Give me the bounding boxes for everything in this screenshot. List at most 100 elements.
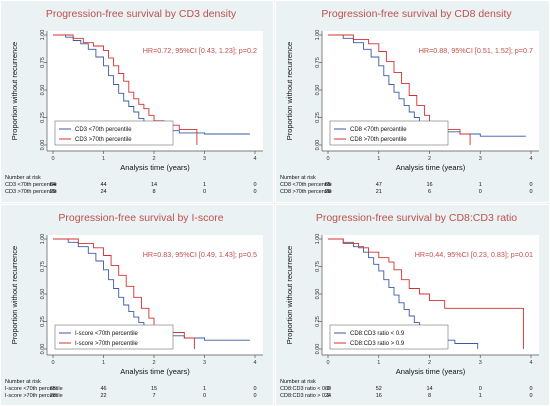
risk-count: 6 bbox=[428, 189, 431, 195]
risk-count: 7 bbox=[152, 393, 155, 399]
hazard-ratio-annotation: HR=0.83, 95%CI [0.49, 1.43]; p=0.5 bbox=[143, 250, 257, 259]
risk-count: 64 bbox=[50, 182, 56, 188]
km-panel-iscore: Progression-free survival by I-score 0.00… bbox=[0, 204, 274, 406]
risk-count: 15 bbox=[151, 386, 157, 392]
x-tick-label: 4 bbox=[253, 156, 256, 162]
x-tick-label: 2 bbox=[428, 360, 431, 366]
risk-count: 29 bbox=[50, 189, 56, 195]
risk-count: 22 bbox=[100, 393, 106, 399]
x-tick-label: 4 bbox=[529, 360, 532, 366]
risk-row-label: CD8 <70th percentile bbox=[280, 182, 332, 188]
risk-table-header: Number at risk bbox=[5, 175, 41, 181]
y-tick-label: 1.00 bbox=[40, 234, 46, 245]
km-panel-ratio: Progression-free survival by CD8:CD3 rat… bbox=[275, 204, 550, 406]
y-tick-label: 0.00 bbox=[40, 344, 46, 355]
y-tick-label: 0.25 bbox=[315, 316, 321, 327]
km-chart-iscore: Progression-free survival by I-score 0.00… bbox=[1, 205, 273, 405]
legend-box bbox=[54, 120, 174, 146]
risk-count: 14 bbox=[426, 386, 432, 392]
y-tick-label: 0.75 bbox=[315, 57, 321, 68]
y-tick-label: 0.25 bbox=[40, 316, 46, 327]
risk-count: 24 bbox=[100, 189, 106, 195]
x-tick-label: 3 bbox=[479, 360, 482, 366]
risk-count: 1 bbox=[203, 386, 206, 392]
y-tick-label: 1.00 bbox=[315, 30, 321, 41]
hazard-ratio-annotation: HR=0.72, 95%CI [0.43, 1.23]; p=0.2 bbox=[143, 46, 257, 55]
legend-label: I-score <70th percentile bbox=[75, 331, 139, 337]
risk-count: 0 bbox=[479, 189, 482, 195]
y-tick-label: 0.75 bbox=[40, 57, 46, 68]
panel-divider-horizontal bbox=[0, 203, 550, 204]
risk-count: 1 bbox=[479, 393, 482, 399]
risk-count: 21 bbox=[376, 189, 382, 195]
y-tick-label: 0.50 bbox=[40, 289, 46, 300]
risk-count: 1 bbox=[479, 182, 482, 188]
risk-row-label: I-score <70th percentile bbox=[5, 386, 63, 392]
risk-count: 52 bbox=[376, 386, 382, 392]
risk-count: 44 bbox=[100, 182, 106, 188]
x-axis-label: Analysis time (years) bbox=[396, 163, 466, 172]
legend-label: CD8 >70th percentile bbox=[350, 137, 407, 143]
y-axis-label: Proportion without recurrence bbox=[285, 42, 294, 140]
risk-table-header: Number at risk bbox=[280, 175, 316, 181]
risk-row-label: I-score >70th percentile bbox=[5, 393, 63, 399]
x-tick-label: 2 bbox=[152, 156, 155, 162]
risk-count: 28 bbox=[325, 189, 331, 195]
risk-count: 0 bbox=[253, 189, 256, 195]
risk-count: 0 bbox=[529, 189, 532, 195]
legend-label: CD8:CD3 ratio < 0.9 bbox=[350, 331, 405, 337]
x-tick-label: 0 bbox=[326, 360, 329, 366]
x-tick-label: 1 bbox=[102, 360, 105, 366]
risk-count: 0 bbox=[253, 393, 256, 399]
y-tick-label: 0.50 bbox=[315, 289, 321, 300]
y-tick-label: 1.00 bbox=[40, 30, 46, 41]
legend-box bbox=[329, 324, 449, 350]
y-axis-label: Proportion without recurrence bbox=[285, 246, 294, 344]
hazard-ratio-annotation: HR=0.88, 95%CI [0.51, 1.52]; p=0.7 bbox=[419, 46, 533, 55]
x-tick-label: 1 bbox=[377, 360, 380, 366]
y-axis-label: Proportion without recurrence bbox=[10, 42, 19, 140]
risk-count: 0 bbox=[253, 182, 256, 188]
y-tick-label: 0.00 bbox=[315, 140, 321, 151]
y-tick-label: 0.00 bbox=[40, 140, 46, 151]
risk-count: 0 bbox=[203, 393, 206, 399]
chart-title: Progression-free survival by CD3 density bbox=[46, 8, 237, 20]
x-tick-label: 2 bbox=[152, 360, 155, 366]
risk-count: 0 bbox=[529, 393, 532, 399]
legend-label: CD8:CD3 ratio > 0.9 bbox=[350, 341, 405, 347]
km-chart-ratio: Progression-free survival by CD8:CD3 rat… bbox=[276, 205, 549, 405]
risk-row-label: CD8:CD3 ratio < 0.9 bbox=[280, 386, 330, 392]
risk-table-header: Number at risk bbox=[280, 379, 316, 385]
km-chart-cd3: Progression-free survival by CD3 density… bbox=[1, 1, 273, 202]
risk-row-label: CD8:CD3 ratio > 0.9 bbox=[280, 393, 330, 399]
legend-label: CD3 <70th percentile bbox=[75, 127, 132, 133]
risk-count: 14 bbox=[151, 182, 157, 188]
x-axis-label: Analysis time (years) bbox=[396, 367, 466, 376]
risk-row-label: CD8 >70th percentile bbox=[280, 189, 332, 195]
risk-count: 0 bbox=[479, 386, 482, 392]
y-tick-label: 0.75 bbox=[315, 261, 321, 272]
risk-count: 16 bbox=[426, 182, 432, 188]
risk-count: 1 bbox=[203, 182, 206, 188]
risk-count: 46 bbox=[100, 386, 106, 392]
x-tick-label: 2 bbox=[428, 156, 431, 162]
risk-count: 65 bbox=[50, 386, 56, 392]
risk-count: 28 bbox=[50, 393, 56, 399]
x-tick-label: 1 bbox=[377, 156, 380, 162]
legend-box bbox=[54, 324, 174, 350]
x-axis-label: Analysis time (years) bbox=[120, 163, 190, 172]
km-panel-cd3: Progression-free survival by CD3 density… bbox=[0, 0, 274, 203]
y-tick-label: 0.00 bbox=[315, 344, 321, 355]
y-axis-label: Proportion without recurrence bbox=[10, 246, 19, 344]
x-tick-label: 0 bbox=[326, 156, 329, 162]
risk-count: 65 bbox=[325, 182, 331, 188]
hazard-ratio-annotation: HR=0.44, 95%CI [0.23, 0.83]; p=0.01 bbox=[415, 250, 533, 259]
x-tick-label: 0 bbox=[51, 156, 54, 162]
risk-count: 0 bbox=[529, 182, 532, 188]
x-tick-label: 1 bbox=[102, 156, 105, 162]
legend-label: CD3 >70th percentile bbox=[75, 137, 132, 143]
chart-title: Progression-free survival by CD8:CD3 rat… bbox=[316, 212, 517, 224]
x-axis-label: Analysis time (years) bbox=[120, 367, 190, 376]
legend-label: CD8 <70th percentile bbox=[350, 127, 407, 133]
y-tick-label: 0.75 bbox=[40, 261, 46, 272]
